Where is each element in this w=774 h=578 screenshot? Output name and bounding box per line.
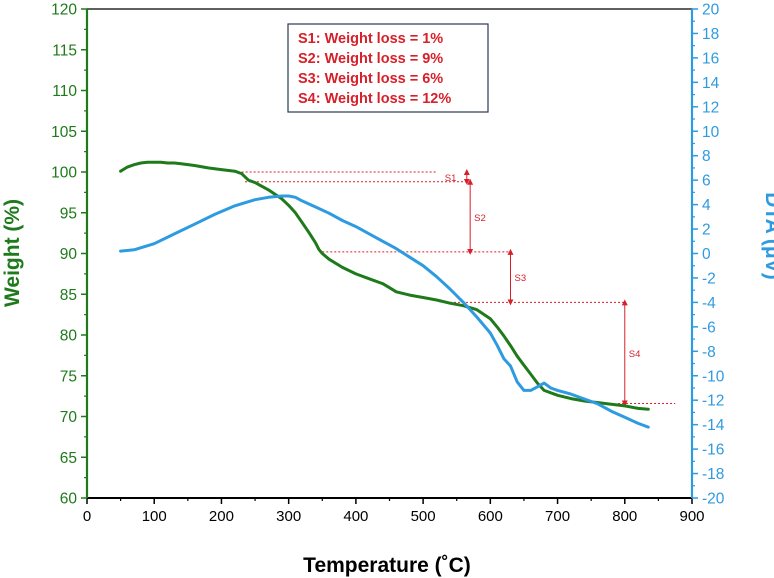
y-left-tick-label: 120 xyxy=(51,2,77,19)
y-left-tick-label: 95 xyxy=(60,205,77,222)
y-right-tick-label: -10 xyxy=(702,368,725,385)
y-right-tick-label: -18 xyxy=(702,466,724,483)
x-tick-label: 100 xyxy=(142,508,167,525)
y-right-tick-label: 6 xyxy=(702,173,711,190)
axes: 0 100 200 300 400 500 600 700 800 900606570758085… xyxy=(51,2,725,526)
x-tick-label: 300 xyxy=(276,508,301,525)
legend-entry: S2: Weight loss = 9% xyxy=(298,51,443,67)
x-tick-label: 400 xyxy=(343,508,368,525)
step-guides: S1 S2 S3 S4 xyxy=(241,169,676,407)
y-right-tick-label: 10 xyxy=(702,124,720,141)
y-left-tick-label: 80 xyxy=(60,328,78,345)
x-tick-label: 600 xyxy=(478,508,503,525)
y-right-tick-label: 2 xyxy=(702,222,711,239)
y-right-tick-label: 8 xyxy=(702,148,711,165)
step-label: S1 xyxy=(445,173,457,184)
x-tick-label: 800 xyxy=(612,508,637,525)
y-left-tick-label: 90 xyxy=(60,246,78,263)
y-left-tick-label: 70 xyxy=(60,409,78,426)
series-lines xyxy=(119,160,650,429)
y-left-tick-label: 115 xyxy=(52,42,77,59)
y-left-axis-title: Weight (%) xyxy=(1,199,24,307)
y-right-tick-label: 14 xyxy=(702,75,720,92)
step-label: S3 xyxy=(515,273,527,284)
y-left-tick-label: 110 xyxy=(52,83,77,100)
y-left-tick-label: 65 xyxy=(60,450,77,467)
y-left-tick-label: 100 xyxy=(51,165,77,182)
y-left-tick-label: 75 xyxy=(60,368,77,385)
legend-entry: S1: Weight loss = 1% xyxy=(298,31,443,47)
dta-curve xyxy=(119,194,650,429)
legend-frame xyxy=(287,23,489,113)
legend-entry: S4: Weight loss = 12% xyxy=(298,91,451,107)
y-right-tick-label: 0 xyxy=(702,246,711,263)
weight-curve xyxy=(119,160,650,411)
y-right-tick-label: 16 xyxy=(702,50,719,67)
x-tick-label: 900 xyxy=(679,508,704,525)
y-right-tick-label: -6 xyxy=(702,319,716,336)
step-label: S2 xyxy=(474,213,486,224)
y-right-tick-label: 18 xyxy=(702,26,719,43)
x-tick-label: 700 xyxy=(545,508,570,525)
y-left-tick-label: 85 xyxy=(60,287,77,304)
legend-entry: S3: Weight loss = 6% xyxy=(298,71,443,87)
x-tick-label: 0 xyxy=(83,508,91,525)
y-right-tick-label: -16 xyxy=(702,442,724,459)
x-tick-label: 200 xyxy=(209,508,234,525)
y-right-tick-label: 20 xyxy=(702,2,720,19)
y-right-tick-label: 4 xyxy=(702,197,711,214)
legend-box: S1: Weight loss = 1% S2: Weight loss = 9… xyxy=(287,23,489,113)
y-right-tick-label: -4 xyxy=(702,295,716,312)
y-right-axis-title: DTA (μV) xyxy=(761,192,774,280)
y-right-tick-label: -8 xyxy=(702,344,716,361)
y-right-tick-label: -2 xyxy=(702,270,716,287)
y-left-tick-label: 60 xyxy=(60,491,78,508)
y-right-tick-label: 12 xyxy=(702,99,719,116)
y-right-tick-label: -12 xyxy=(702,393,724,410)
step-label: S4 xyxy=(629,349,641,360)
x-tick-label: 500 xyxy=(411,508,436,525)
y-right-tick-label: -14 xyxy=(702,417,725,434)
x-axis-title: Temperature (˚C) xyxy=(303,554,471,577)
y-right-tick-label: -20 xyxy=(702,491,725,508)
y-left-tick-label: 105 xyxy=(51,124,77,141)
